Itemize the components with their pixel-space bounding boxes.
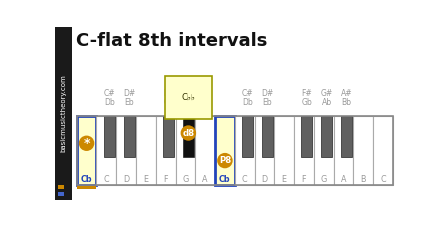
Text: *: * <box>83 137 90 150</box>
Text: A#: A# <box>341 90 352 99</box>
Bar <box>96 116 116 185</box>
Text: Gb: Gb <box>301 98 312 107</box>
Text: B: B <box>360 175 366 184</box>
Bar <box>77 116 96 185</box>
Bar <box>55 27 72 200</box>
Bar <box>124 116 135 157</box>
Text: G: G <box>182 175 188 184</box>
Bar <box>242 116 253 157</box>
Bar <box>301 116 312 157</box>
Text: D#: D# <box>261 90 274 99</box>
Bar <box>77 186 96 189</box>
Bar <box>274 116 294 185</box>
Text: G#: G# <box>321 90 333 99</box>
Bar <box>255 116 274 185</box>
Bar <box>262 116 273 157</box>
Bar <box>156 116 176 185</box>
Bar <box>58 185 64 189</box>
Text: C: C <box>380 175 386 184</box>
Text: P8: P8 <box>219 156 231 165</box>
Text: A: A <box>202 175 208 184</box>
Bar <box>195 116 215 185</box>
Circle shape <box>217 153 233 168</box>
Text: Db: Db <box>104 98 115 107</box>
Bar <box>353 116 373 185</box>
Text: D: D <box>123 175 129 184</box>
Circle shape <box>180 125 196 141</box>
Text: Cb: Cb <box>219 175 231 184</box>
Bar <box>341 116 352 157</box>
Bar <box>334 116 353 185</box>
Text: Eb: Eb <box>124 98 134 107</box>
Text: F#: F# <box>301 90 312 99</box>
Bar <box>215 116 235 185</box>
Text: Cb: Cb <box>81 175 92 184</box>
Text: C#: C# <box>103 90 115 99</box>
Bar <box>77 116 393 185</box>
Text: Eb: Eb <box>263 98 272 107</box>
Bar <box>183 116 194 157</box>
Bar <box>176 116 195 185</box>
Bar <box>58 192 64 196</box>
Text: E: E <box>143 175 148 184</box>
Text: D#: D# <box>123 90 135 99</box>
Text: Bb: Bb <box>341 98 352 107</box>
Bar <box>104 116 115 157</box>
Text: Ab: Ab <box>322 98 332 107</box>
Bar <box>163 116 174 157</box>
Text: Db: Db <box>242 98 253 107</box>
Text: F: F <box>163 175 168 184</box>
Text: E: E <box>282 175 287 184</box>
Bar <box>373 116 393 185</box>
Bar <box>314 116 334 185</box>
Text: F: F <box>302 175 306 184</box>
Text: C: C <box>103 175 109 184</box>
Text: A: A <box>341 175 346 184</box>
Text: C-flat 8th intervals: C-flat 8th intervals <box>76 32 268 50</box>
Bar <box>235 116 255 185</box>
Bar <box>116 116 136 185</box>
Text: C#: C# <box>242 90 253 99</box>
Bar <box>321 116 332 157</box>
Text: basicmusictheory.com: basicmusictheory.com <box>61 74 66 152</box>
Text: Gb: Gb <box>163 98 174 107</box>
Text: C♭♭: C♭♭ <box>181 93 195 102</box>
Text: C: C <box>242 175 247 184</box>
Text: d8: d8 <box>182 128 194 137</box>
Text: G: G <box>321 175 327 184</box>
Circle shape <box>79 136 94 151</box>
Bar <box>136 116 156 185</box>
Text: F#: F# <box>163 90 174 99</box>
Bar <box>294 116 314 185</box>
Text: D: D <box>261 175 268 184</box>
